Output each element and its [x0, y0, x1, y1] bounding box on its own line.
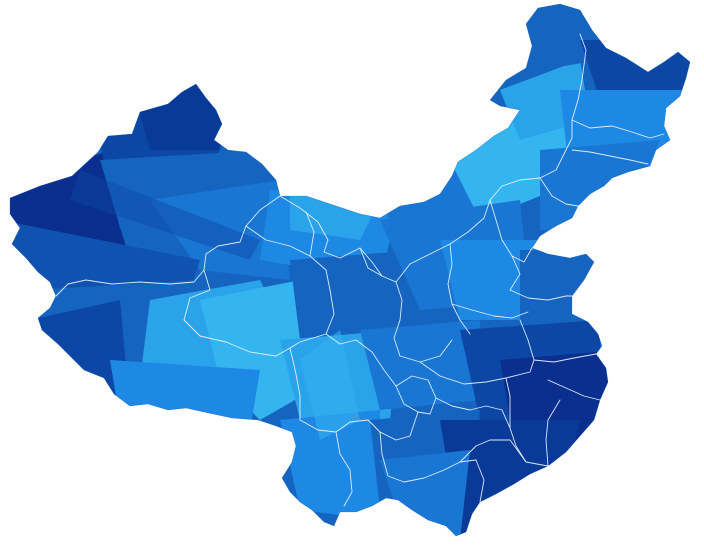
border-liaoning: [539, 177, 579, 207]
border-henan: [451, 303, 529, 319]
border-shanxi: [447, 243, 471, 335]
border-chongqing: [395, 375, 437, 415]
border-jiangxi: [505, 377, 549, 467]
border-hunan: [435, 397, 511, 429]
border-zhejiang-fujian: [545, 379, 601, 467]
border-sichuan: [325, 333, 419, 413]
facet-central-a: [290, 250, 420, 350]
border-hebei: [489, 199, 533, 263]
border-ningxia: [359, 247, 383, 277]
border-yunnan-guizhou: [299, 411, 419, 441]
province-borders: [55, 33, 665, 507]
border-xinjiang-east: [55, 195, 281, 297]
facet-west-mid-b: [150, 180, 290, 280]
border-hubei: [419, 359, 535, 385]
border-yunnan-south: [335, 431, 353, 507]
facet-northeast-south: [540, 140, 660, 230]
border-xinjiang-tibet: [183, 269, 291, 357]
border-qinghai-inner: [305, 211, 315, 257]
border-shandong: [509, 255, 573, 301]
border-guangdong: [459, 439, 527, 503]
facet-northeast-top: [520, 4, 600, 70]
facet-yunnan: [280, 410, 380, 520]
border-inner-mongolia: [395, 33, 587, 283]
border-tibet-yunnan: [289, 347, 301, 421]
border-jiangsu-anhui: [519, 319, 597, 363]
facet-dark-streak: [70, 170, 260, 260]
facet-tibet-mid: [110, 360, 260, 430]
border-tibet-qinghai: [245, 225, 335, 349]
border-gansu: [279, 195, 397, 283]
border-heilongjiang: [571, 119, 665, 139]
border-guangxi: [379, 431, 477, 483]
border-jilin: [571, 149, 649, 165]
facet-sky-streak: [300, 330, 360, 440]
border-shaanxi: [393, 281, 453, 363]
